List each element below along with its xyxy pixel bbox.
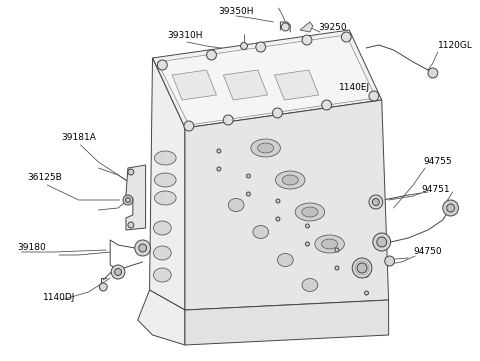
Ellipse shape	[246, 174, 251, 178]
Ellipse shape	[277, 253, 293, 266]
Text: 94750: 94750	[413, 248, 442, 257]
Text: 94751: 94751	[421, 186, 450, 195]
Circle shape	[372, 199, 379, 205]
Ellipse shape	[276, 217, 280, 221]
Ellipse shape	[364, 273, 369, 277]
Text: 39350H: 39350H	[218, 8, 254, 17]
Ellipse shape	[253, 226, 269, 239]
Polygon shape	[300, 22, 313, 32]
Circle shape	[128, 169, 134, 175]
Circle shape	[369, 91, 379, 101]
Circle shape	[240, 43, 247, 49]
Text: 39181A: 39181A	[61, 134, 96, 143]
Polygon shape	[185, 300, 389, 345]
Circle shape	[115, 269, 121, 275]
Polygon shape	[172, 70, 216, 100]
Ellipse shape	[258, 143, 274, 153]
Ellipse shape	[251, 139, 280, 157]
Ellipse shape	[217, 167, 221, 171]
Ellipse shape	[322, 239, 338, 249]
Circle shape	[341, 32, 351, 42]
Ellipse shape	[155, 151, 176, 165]
Circle shape	[135, 240, 151, 256]
Text: 36125B: 36125B	[27, 174, 61, 183]
Polygon shape	[153, 30, 382, 128]
Ellipse shape	[228, 199, 244, 212]
Circle shape	[352, 258, 372, 278]
Ellipse shape	[364, 291, 369, 295]
Circle shape	[384, 256, 395, 266]
Polygon shape	[150, 58, 185, 310]
Circle shape	[322, 100, 332, 110]
Ellipse shape	[315, 235, 344, 253]
Ellipse shape	[295, 203, 324, 221]
Ellipse shape	[154, 268, 171, 282]
Polygon shape	[157, 35, 376, 125]
Ellipse shape	[305, 224, 310, 228]
Circle shape	[377, 237, 387, 247]
Text: 39180: 39180	[18, 244, 47, 252]
Circle shape	[206, 50, 216, 60]
Polygon shape	[126, 165, 145, 230]
Circle shape	[128, 222, 134, 228]
Circle shape	[123, 195, 133, 205]
Circle shape	[223, 115, 233, 125]
Ellipse shape	[302, 278, 318, 291]
Circle shape	[184, 121, 194, 131]
Polygon shape	[138, 290, 185, 345]
Text: 94755: 94755	[423, 157, 452, 166]
Ellipse shape	[154, 221, 171, 235]
Ellipse shape	[246, 192, 251, 196]
Ellipse shape	[282, 175, 299, 185]
Circle shape	[99, 283, 107, 291]
Ellipse shape	[154, 246, 171, 260]
Polygon shape	[185, 100, 389, 310]
Circle shape	[256, 42, 265, 52]
Circle shape	[139, 244, 146, 252]
Text: 39250: 39250	[318, 23, 347, 32]
Ellipse shape	[276, 171, 305, 189]
Ellipse shape	[276, 199, 280, 203]
Ellipse shape	[335, 266, 339, 270]
Ellipse shape	[305, 242, 310, 246]
Ellipse shape	[335, 248, 339, 252]
Text: 39310H: 39310H	[167, 30, 203, 39]
Circle shape	[428, 68, 438, 78]
Circle shape	[125, 197, 131, 203]
Circle shape	[281, 23, 289, 31]
Polygon shape	[223, 70, 268, 100]
Circle shape	[302, 35, 312, 45]
Text: 1140DJ: 1140DJ	[43, 293, 75, 303]
Circle shape	[373, 233, 391, 251]
Ellipse shape	[302, 207, 318, 217]
Ellipse shape	[155, 173, 176, 187]
Polygon shape	[275, 70, 319, 100]
Ellipse shape	[217, 149, 221, 153]
Circle shape	[357, 263, 367, 273]
Text: 1140EJ: 1140EJ	[338, 83, 370, 92]
Ellipse shape	[155, 191, 176, 205]
Circle shape	[443, 200, 458, 216]
Circle shape	[157, 60, 167, 70]
Circle shape	[111, 265, 125, 279]
Text: 1120GL: 1120GL	[438, 40, 473, 49]
Circle shape	[273, 108, 282, 118]
Circle shape	[369, 195, 383, 209]
Circle shape	[447, 204, 455, 212]
